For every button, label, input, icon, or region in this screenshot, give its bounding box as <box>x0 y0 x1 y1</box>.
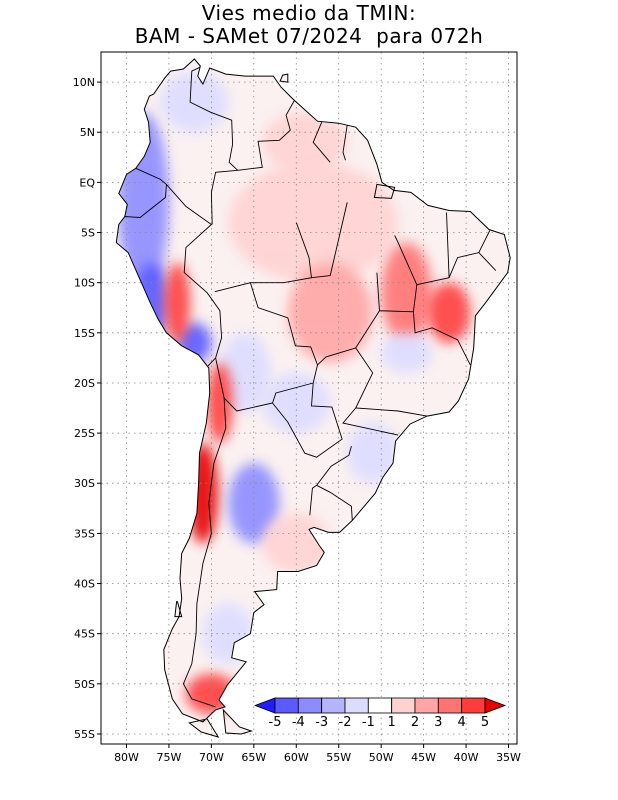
colorbar-swatch <box>367 697 392 714</box>
border-line <box>342 125 348 161</box>
border-line <box>416 252 497 286</box>
gridlines <box>101 52 517 744</box>
lat-tick-label: 10N <box>73 76 95 89</box>
lat-tick-label: 10S <box>74 277 95 290</box>
axis-ticks: 80W 75W 70W 65W 60W 55W 50W 45W 40W 35W 10N 5N EQ 5S 1… <box>73 76 521 764</box>
lat-tick-label: 40S <box>74 578 95 591</box>
coastline-path <box>115 58 511 738</box>
border-line <box>478 230 491 253</box>
lat-tick-label: 25S <box>74 427 95 440</box>
bias-region <box>219 332 271 413</box>
bias-region <box>207 362 233 444</box>
border-line <box>272 382 343 458</box>
bias-region <box>427 282 471 343</box>
border-line <box>342 407 399 436</box>
border-line <box>123 167 167 218</box>
colorbar-label: -5 <box>269 715 282 730</box>
colorbar: -5 -4 -3 -2 -1 1 2 3 4 5 <box>253 697 507 730</box>
colorbar-swatch <box>297 697 322 714</box>
lat-tick-label: 20S <box>74 377 95 390</box>
colorbar-arrow-left <box>253 697 276 714</box>
lat-tick-label: 15S <box>74 327 95 340</box>
bias-region <box>347 423 399 484</box>
border-line <box>237 96 297 171</box>
colorbar-swatch <box>391 697 416 714</box>
lon-tick-label: 35W <box>496 751 521 764</box>
colorbar-label: 5 <box>481 715 489 730</box>
border-line <box>309 484 317 516</box>
border-line <box>215 357 314 412</box>
lat-tick-label: 5S <box>81 227 95 240</box>
lon-tick-label: 55W <box>326 751 351 764</box>
lat-tick-label: 5N <box>80 126 95 139</box>
colorbar-label: -2 <box>339 715 352 730</box>
border-line <box>214 282 318 384</box>
lat-tick-label: 30S <box>74 477 95 490</box>
lat-tick-label: 35S <box>74 527 95 540</box>
colorbar-swatch <box>461 697 486 714</box>
map-title: Vies medio da TMIN: BAM - SAMet 07/2024 … <box>0 2 618 48</box>
border-line <box>376 235 418 313</box>
bias-field <box>116 59 511 737</box>
border-line <box>317 347 356 366</box>
colorbar-label: 3 <box>434 715 442 730</box>
bias-region <box>381 332 433 373</box>
border-line <box>412 311 471 366</box>
colorbar-arrow-right <box>484 697 507 714</box>
lat-tick-label: 45S <box>74 628 95 641</box>
bias-region <box>160 72 229 133</box>
border-line <box>166 184 223 367</box>
map-frame <box>100 51 518 745</box>
lon-tick-label: 75W <box>156 751 181 764</box>
border-line <box>311 202 348 279</box>
border-line <box>210 169 238 225</box>
colorbar-swatch <box>414 697 439 714</box>
bias-region <box>134 262 169 343</box>
border-line <box>182 397 227 708</box>
bias-region <box>228 162 399 283</box>
lat-tick-label: EQ <box>79 176 95 189</box>
colorbar-swatch <box>344 697 369 714</box>
colorbar-label: -1 <box>362 715 375 730</box>
country-borders <box>123 61 497 708</box>
border-line <box>355 310 428 417</box>
title-line-1: Vies medio da TMIN: <box>201 1 417 25</box>
bias-region <box>287 262 373 363</box>
bias-region <box>262 112 348 173</box>
bias-region <box>262 372 331 434</box>
lon-tick-label: 65W <box>241 751 266 764</box>
colorbar-label: -3 <box>315 715 328 730</box>
border-line <box>189 61 239 171</box>
colorbar-swatch <box>274 697 299 714</box>
colorbar-swatch <box>437 697 462 714</box>
border-line <box>446 212 450 278</box>
coastline <box>115 58 511 738</box>
lon-tick-label: 70W <box>199 751 224 764</box>
border-line <box>312 122 331 163</box>
lon-tick-label: 45W <box>411 751 436 764</box>
title-line-2: BAM - SAMet 07/2024 para 072h <box>134 24 484 48</box>
lon-tick-label: 50W <box>369 751 394 764</box>
lon-tick-label: 60W <box>284 751 309 764</box>
lon-tick-label: 40W <box>454 751 479 764</box>
lon-tick-label: 80W <box>114 751 139 764</box>
colorbar-label: -4 <box>292 715 305 730</box>
bias-region <box>381 242 433 343</box>
colorbar-label: 2 <box>411 715 419 730</box>
colorbar-label: 4 <box>458 715 466 730</box>
colorbar-swatch <box>321 697 346 714</box>
lat-tick-label: 50S <box>74 678 95 691</box>
lat-tick-label: 55S <box>74 728 95 741</box>
colorbar-label: 1 <box>388 715 396 730</box>
